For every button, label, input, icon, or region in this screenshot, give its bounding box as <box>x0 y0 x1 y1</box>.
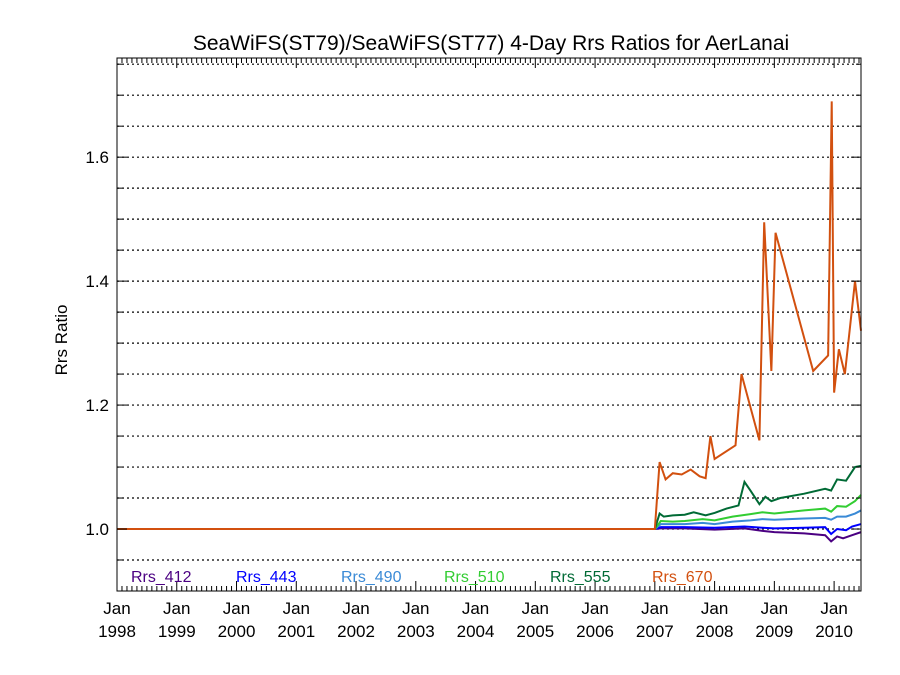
x-tick-label-year: 2006 <box>576 622 614 641</box>
x-tick-label-month: Jan <box>581 599 608 618</box>
x-tick-label-year: 2007 <box>636 622 674 641</box>
legend-item-rrs-670: Rrs_670 <box>652 569 713 586</box>
x-tick-label-month: Jan <box>402 599 429 618</box>
x-axis-ticks: Jan 1998 Jan 1999 Jan 2000 Jan 2001 Jan 2002 Jan 20… <box>98 58 860 641</box>
x-tick-label-month: Jan <box>641 599 668 618</box>
x-tick-label-year: 2008 <box>696 622 734 641</box>
x-tick-label-month: Jan <box>283 599 310 618</box>
x-tick-label-month: Jan <box>342 599 369 618</box>
x-tick-label-year: 2003 <box>397 622 435 641</box>
x-tick-label-year: 2004 <box>457 622 495 641</box>
legend-item-rrs-443: Rrs_443 <box>236 569 297 586</box>
plot-frame <box>116 57 862 592</box>
x-tick-label-month: Jan <box>103 599 130 618</box>
y-tick-label: 1.0 <box>85 520 109 539</box>
x-tick-label-month: Jan <box>820 599 847 618</box>
grid-lines <box>117 63 861 561</box>
x-tick-label-month: Jan <box>462 599 489 618</box>
y-tick-label: 1.6 <box>85 148 109 167</box>
legend-item-rrs-412: Rrs_412 <box>131 569 192 586</box>
legend: Rrs_412 Rrs_443 Rrs_490 Rrs_510 Rrs_555 Rrs_6… <box>131 569 713 586</box>
series-line-rrs-443 <box>117 523 862 536</box>
y-tick-label: 1.2 <box>85 396 109 415</box>
series-line-rrs-670 <box>117 101 862 531</box>
series-line-rrs-412 <box>117 527 862 543</box>
y-axis-ticks: 1.0 1.2 1.4 1.6 <box>85 63 861 561</box>
x-tick-label-year: 1999 <box>158 622 196 641</box>
series-lines <box>117 101 862 543</box>
x-tick-label-month: Jan <box>701 599 728 618</box>
x-tick-label-year: 2010 <box>815 622 853 641</box>
y-axis-label: Rrs Ratio <box>52 305 71 376</box>
x-tick-label-year: 2000 <box>218 622 256 641</box>
series-line-rrs-510 <box>117 494 862 531</box>
x-tick-label-year: 2009 <box>755 622 793 641</box>
legend-item-rrs-555: Rrs_555 <box>550 569 611 586</box>
y-tick-label: 1.4 <box>85 272 109 291</box>
axes <box>116 57 862 592</box>
series-line-rrs-555 <box>117 464 862 531</box>
x-tick-label-month: Jan <box>223 599 250 618</box>
x-tick-label-month: Jan <box>163 599 190 618</box>
x-tick-label-year: 1998 <box>98 622 136 641</box>
x-tick-label-year: 2005 <box>516 622 554 641</box>
legend-item-rrs-510: Rrs_510 <box>444 569 505 586</box>
x-tick-label-year: 2002 <box>337 622 375 641</box>
chart-title: SeaWiFS(ST79)/SeaWiFS(ST77) 4-Day Rrs Ra… <box>193 32 789 55</box>
x-tick-label-year: 2001 <box>277 622 315 641</box>
series-line-rrs-490 <box>117 509 862 531</box>
x-tick-label-month: Jan <box>522 599 549 618</box>
x-tick-label-month: Jan <box>761 599 788 618</box>
legend-item-rrs-490: Rrs_490 <box>341 569 402 586</box>
